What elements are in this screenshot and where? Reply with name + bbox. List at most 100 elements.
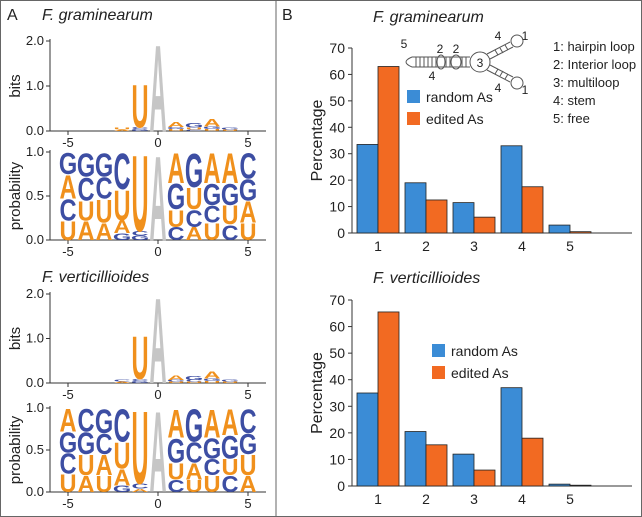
x-tick-label: 2 [422, 491, 430, 507]
logo-letter: A [221, 402, 238, 444]
logo-letter: A [59, 402, 76, 439]
bar [425, 444, 448, 487]
logo-letter: G [185, 122, 203, 129]
y-tick-label: 70 [329, 40, 345, 56]
logo-letter: A [203, 116, 220, 129]
logo-letter: C [77, 172, 94, 209]
bar [521, 437, 544, 487]
logo-letter: G [77, 426, 95, 461]
y-tick-label: 10 [329, 199, 345, 215]
y-axis-label: bits [7, 74, 24, 97]
y-tick-label: 1.0 [26, 400, 44, 415]
logo-letter: G [131, 129, 149, 132]
y-tick-label: 10 [329, 451, 345, 467]
y-axis-label: probability [7, 161, 24, 230]
logo-letter: C [59, 447, 76, 480]
logo-letter: A [113, 129, 130, 131]
y-axis-label: Percentage [309, 99, 326, 181]
y-tick-label: 30 [329, 398, 345, 414]
bar [356, 144, 379, 234]
logo-letter: C [113, 379, 130, 382]
x-tick-label: 5 [244, 244, 251, 259]
logo-letter: A [149, 388, 166, 517]
y-tick-label: 40 [329, 372, 345, 388]
logo-letter: A [167, 401, 184, 446]
rna-structure [405, 34, 524, 90]
y-axis-label: probability [7, 415, 24, 484]
logo-letter: C [113, 144, 130, 200]
logo-letter: G [77, 148, 95, 185]
y-tick-label: 50 [329, 93, 345, 109]
logo-letter: G [95, 148, 113, 185]
logo-letter: U [167, 206, 184, 233]
bar [548, 483, 571, 487]
logo-letter: U [113, 183, 130, 230]
structure-label: 4 [429, 69, 436, 83]
logo-letter: G [167, 432, 185, 471]
logo-letter: A [149, 273, 166, 409]
logo-letter: G [203, 126, 221, 130]
x-tick-label: 2 [422, 238, 430, 254]
logo-letter: U [131, 390, 148, 506]
chart-title: F. graminearum [373, 9, 484, 26]
logo-letter: C [167, 477, 184, 496]
x-tick-label: 1 [374, 491, 382, 507]
structure-label: 2 [453, 42, 460, 56]
x-tick-label: -5 [62, 135, 74, 150]
legend-label: edited As [426, 111, 484, 127]
bar [548, 224, 571, 234]
logo-letter: C [131, 379, 148, 382]
y-tick-label: 50 [329, 345, 345, 361]
legend-swatch [407, 90, 420, 103]
y-axis-label: Percentage [309, 352, 326, 434]
logo-letter: G [59, 146, 77, 181]
y-tick-label: 40 [329, 119, 345, 135]
logo-letter: A [113, 381, 130, 383]
bar [356, 392, 379, 487]
logo-letter: U [221, 129, 238, 131]
logo-letter: C [185, 129, 202, 131]
bar [569, 231, 592, 234]
x-tick-label: 5 [566, 491, 574, 507]
legend-label: random As [451, 343, 518, 359]
logo-letter: U [221, 454, 238, 480]
logo-letter: A [167, 146, 184, 193]
y-tick-label: 1.0 [26, 144, 44, 159]
legend-swatch [432, 344, 445, 357]
logo-letter: A [77, 471, 94, 497]
x-tick-label: 5 [244, 135, 251, 150]
x-tick-label: 0 [154, 135, 161, 150]
y-tick-label: 1.0 [26, 331, 44, 346]
logo-letter: U [59, 470, 76, 498]
logo-letter: U [239, 219, 256, 246]
logo-letter: U [185, 477, 202, 496]
x-tick-label: -5 [62, 496, 74, 511]
x-tick-label: 5 [566, 238, 574, 254]
y-tick-label: 1.0 [26, 78, 44, 93]
logo-letter: G [113, 484, 131, 494]
logo-letter: A [203, 370, 220, 381]
bar [377, 311, 400, 487]
panel-label: A [7, 7, 18, 24]
logo-letter: U [167, 381, 184, 383]
y-tick-label: 2.0 [26, 33, 44, 48]
structure-key: 2: Interior loop [553, 57, 636, 72]
structure-label: 4 [495, 81, 502, 95]
logo-letter: A [59, 170, 76, 207]
y-tick-label: 0.0 [26, 375, 44, 390]
logo-letter: G [239, 173, 257, 208]
logo-letter: A [113, 465, 130, 491]
structure-key: 3: multiloop [553, 75, 619, 90]
legend-label: edited As [451, 365, 509, 381]
logo-letter: U [185, 127, 202, 130]
y-tick-label: 2.0 [26, 286, 44, 301]
structure-label: 2 [437, 42, 444, 56]
y-tick-label: 0.0 [26, 123, 44, 138]
logo-letter: A [77, 217, 94, 247]
logo-letter: G [221, 177, 239, 212]
logo-letter: G [203, 378, 221, 382]
logo-letter: A [167, 374, 184, 381]
logo-letter: A [203, 401, 220, 446]
logo-letter: U [185, 381, 202, 383]
bar [521, 186, 544, 234]
